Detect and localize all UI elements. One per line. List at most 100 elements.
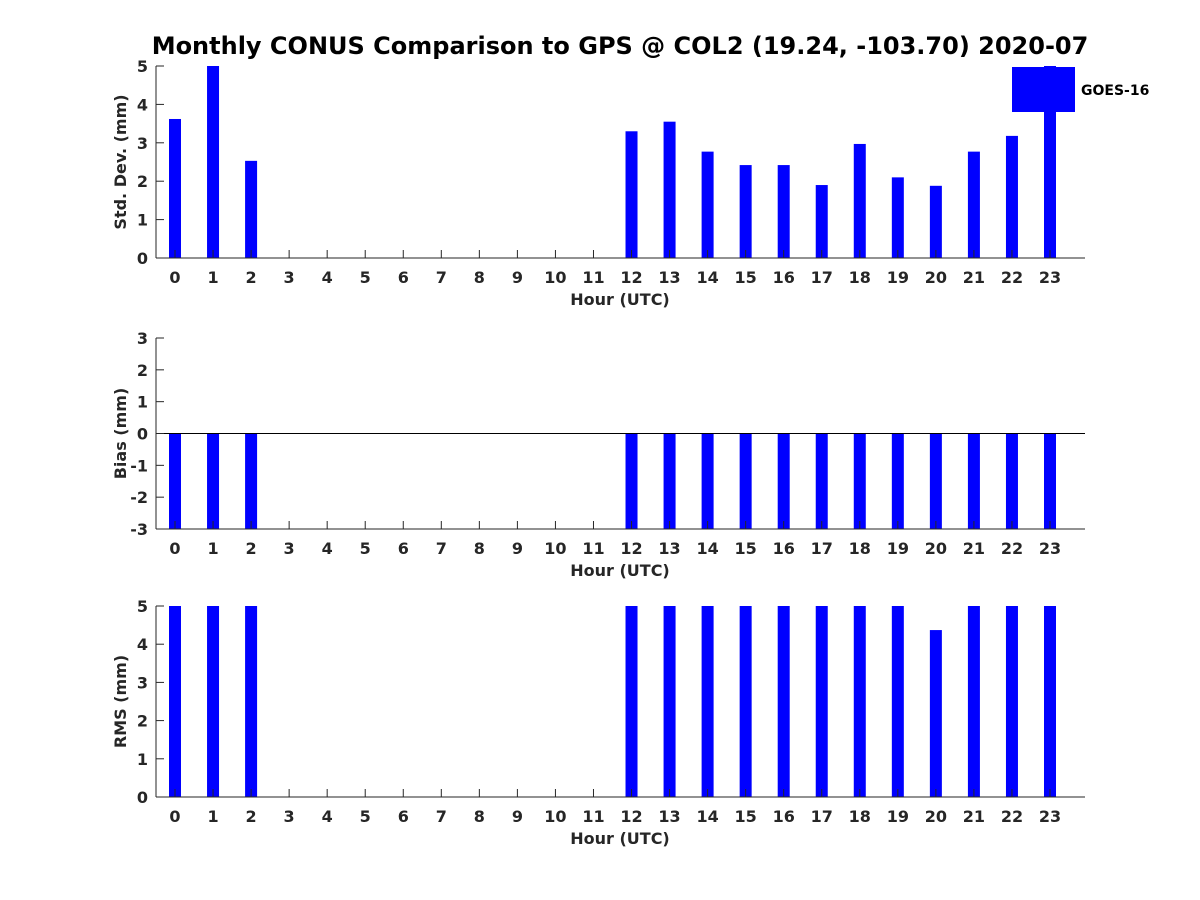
bar-panel3-hour-23 [1044,606,1056,797]
x-tick-label: 1 [207,539,218,558]
bar-panel2-hour-12 [625,433,638,529]
bar-panel1-hour-23 [1044,66,1056,258]
x-tick-label: 17 [811,807,833,826]
x-tick-label: 2 [246,807,257,826]
x-tick-label: 4 [322,807,333,826]
bar-panel3-hour-14 [701,606,714,797]
x-tick-label: 15 [735,539,757,558]
y-tick-label: -1 [130,456,148,475]
x-tick-label: 12 [620,539,642,558]
bar-panel1-hour-13 [663,121,676,259]
x-tick-label: 22 [1001,807,1023,826]
bar-panel3-hour-12 [625,606,638,797]
bar-panel2-hour-0 [169,433,181,529]
y-tick-label: 2 [137,712,148,731]
y-tick-label: -3 [130,520,148,539]
legend: GOES-16 [1012,67,1149,112]
x-axis-label: Hour (UTC) [570,561,670,580]
x-tick-label: 5 [360,807,371,826]
x-tick-label: 2 [246,268,257,287]
x-axis-label: Hour (UTC) [570,829,670,848]
x-tick-label: 0 [169,539,180,558]
bar-panel1-hour-22 [1005,135,1018,258]
x-tick-label: 8 [474,539,485,558]
bar-panel3-hour-20 [929,630,942,797]
y-tick-label: 4 [137,95,148,114]
y-tick-label: 2 [137,361,148,380]
y-tick-label: 2 [137,172,148,191]
y-tick-label: 0 [137,788,148,807]
y-axis-label: Std. Dev. (mm) [111,94,130,229]
bar-panel1-hour-16 [777,165,790,258]
x-tick-label: 16 [773,539,795,558]
y-tick-label: 1 [137,750,148,769]
bar-panel3-hour-2 [245,606,258,797]
x-tick-label: 12 [620,807,642,826]
x-tick-label: 22 [1001,268,1023,287]
x-tick-label: 20 [925,807,947,826]
y-tick-label: 1 [137,211,148,230]
bar-panel3-hour-22 [1005,606,1018,797]
legend-swatch [1012,67,1075,112]
x-tick-label: 19 [887,268,909,287]
x-tick-label: 7 [436,268,447,287]
x-tick-label: 4 [322,268,333,287]
x-tick-label: 7 [436,807,447,826]
bar-panel3-hour-0 [169,606,181,797]
legend-label: GOES-16 [1081,83,1149,99]
x-tick-label: 18 [849,807,871,826]
x-tick-label: 21 [963,807,985,826]
x-tick-label: 23 [1039,807,1061,826]
bar-panel3-hour-13 [663,606,676,797]
y-tick-label: 4 [137,635,148,654]
x-tick-label: 9 [512,807,523,826]
x-tick-label: 10 [544,268,566,287]
x-tick-label: 19 [887,807,909,826]
x-tick-label: 3 [284,807,295,826]
x-tick-label: 18 [849,268,871,287]
bar-panel2-hour-22 [1005,433,1018,529]
x-tick-label: 6 [398,807,409,826]
bar-panel2-hour-13 [663,433,676,529]
x-tick-label: 10 [544,807,566,826]
bar-panel1-hour-17 [815,185,828,258]
x-tick-label: 8 [474,268,485,287]
bar-panel3-hour-17 [815,606,828,797]
bar-panel2-hour-17 [815,433,828,529]
bar-panel2-hour-21 [967,433,980,529]
chart-title: Monthly CONUS Comparison to GPS @ COL2 (… [152,32,1089,60]
bar-panel1-hour-0 [169,118,181,259]
x-tick-label: 23 [1039,539,1061,558]
bar-panel2-hour-20 [929,433,942,529]
x-tick-label: 21 [963,539,985,558]
bar-panel2-hour-2 [245,433,258,529]
x-axis-label: Hour (UTC) [570,290,670,309]
bar-panel3-hour-18 [853,606,866,797]
bar-panel1-hour-14 [701,151,714,258]
x-tick-label: 14 [696,539,718,558]
bar-panel3-hour-15 [739,606,752,797]
x-tick-label: 9 [512,268,523,287]
y-tick-label: 5 [137,57,148,76]
x-tick-label: 13 [658,539,680,558]
x-tick-label: 1 [207,807,218,826]
x-tick-label: 16 [773,807,795,826]
x-tick-label: 12 [620,268,642,287]
x-tick-label: 5 [360,539,371,558]
x-tick-label: 0 [169,807,180,826]
x-tick-label: 14 [696,268,718,287]
x-tick-label: 3 [284,268,295,287]
bar-panel3-hour-19 [891,606,904,797]
bar-panel1-hour-15 [739,165,752,258]
bar-panel3-hour-16 [777,606,790,797]
bar-panel2-hour-23 [1044,433,1056,529]
x-tick-label: 13 [658,268,680,287]
bar-panel2-hour-19 [891,433,904,529]
y-tick-label: 3 [137,134,148,153]
bar-panel1-hour-20 [929,185,942,258]
x-tick-label: 11 [582,539,604,558]
x-tick-label: 5 [360,268,371,287]
x-tick-label: 20 [925,539,947,558]
